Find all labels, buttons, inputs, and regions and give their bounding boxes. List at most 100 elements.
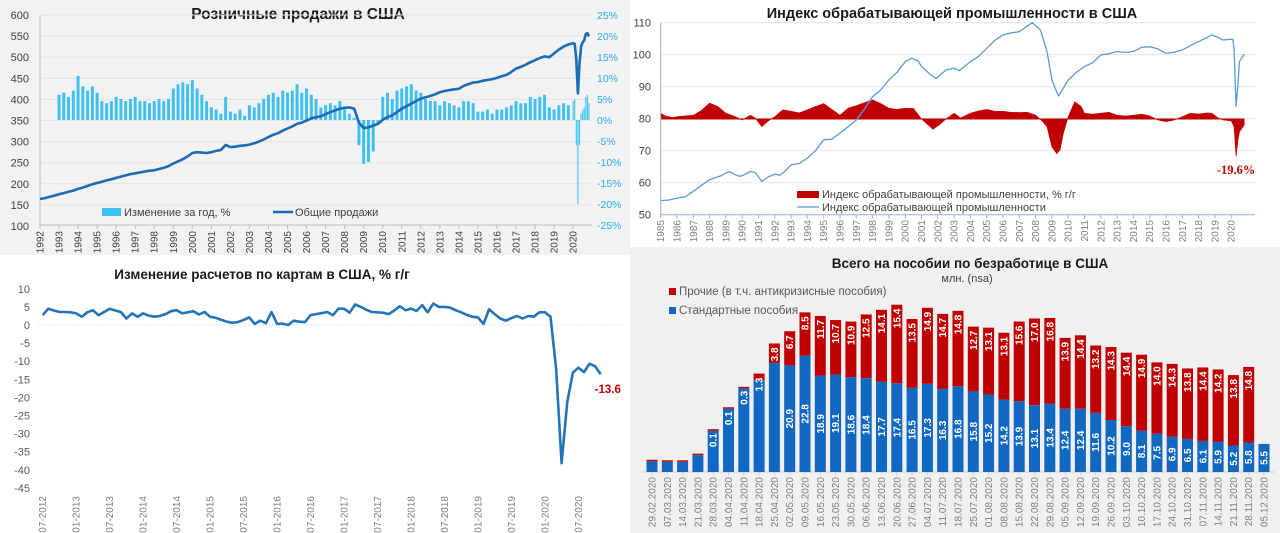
yoy-bar [495,109,499,120]
yoy-bar [352,117,356,120]
standard-benefits-label: 6.5 [1183,448,1194,462]
other-benefits-bar [1136,354,1148,431]
yoy-bar [100,101,104,120]
x-tick-label: 2012 [1096,220,1107,243]
x-tick-label: 2020 [1227,220,1238,243]
other-benefits-label: 13.9 [1061,341,1072,361]
yoy-bar [586,94,588,120]
yoy-bar [114,96,118,120]
x-tick-label: 07-2014 [172,496,183,533]
yoy-bar [148,103,151,120]
x-tick-label: 2009 [1047,220,1058,243]
x-tick-label: 01-2014 [139,496,150,533]
other-benefits-bar [692,453,704,456]
x-tick-label: 1994 [74,231,85,254]
yoy-bar [138,101,142,120]
yoy-bar [143,101,147,120]
yoy-bar [547,107,551,120]
yoy-bar [381,96,385,120]
x-tick-label: 2017 [512,231,523,254]
standard-benefits-bar [906,387,918,472]
y-left-tick-label: 50 [639,210,651,222]
other-benefits-label: 8.5 [801,316,812,330]
standard-benefits-bar [768,362,780,472]
standard-benefits-label: 20.9 [785,409,796,429]
x-tick-label: 2019 [550,231,561,254]
yoy-bar [247,105,251,120]
yoy-bar [333,105,337,120]
other-benefits-bar [1013,321,1025,402]
yoy-bar [557,105,561,120]
x-tick-label: 2002 [226,231,237,254]
x-tick-label: 1996 [836,220,847,243]
standard-benefits-bar [814,375,826,472]
x-tick-label: 2006 [302,231,313,254]
yoy-bar [543,94,547,120]
standard-benefits-bar [1090,412,1102,472]
yoy-bar [186,84,190,120]
x-tick-label: 2013 [1113,220,1124,243]
yoy-bar [572,101,574,120]
y-left-tick-label: 60 [639,178,651,190]
standard-benefits-bar [1105,419,1117,472]
y-tick-label: 0 [24,320,30,332]
x-tick-label: 14.11.2020 [1214,477,1225,527]
x-tick-label: 1990 [738,220,749,243]
yoy-bar [562,103,566,120]
other-benefits-bar [1074,335,1086,409]
yoy-bar [214,109,218,120]
standard-benefits-label: 12.4 [1076,430,1087,450]
x-tick-label: 08.08.2020 [999,477,1010,527]
other-benefits-label: 1.3 [755,377,766,391]
standard-benefits-label: 17.3 [923,418,934,438]
yoy-bar [57,94,61,120]
y-right-tick-label: 25% [597,10,618,22]
x-tick-label: 2014 [454,231,465,254]
standard-benefits-bar [1258,443,1270,472]
standard-benefits-label: 16.5 [908,420,919,440]
x-tick-label: 2008 [1031,220,1042,243]
y-right-tick-label: 10% [597,73,618,85]
other-benefits-label: 14.1 [877,313,888,333]
yoy-bar [433,101,437,120]
x-tick-label: 07-2013 [105,496,116,533]
standard-benefits-label: 17.4 [892,417,903,437]
x-tick-label: 2009 [359,231,370,254]
legend-swatch-yoy-bar [102,208,121,216]
standard-benefits-bar [830,374,842,472]
standard-benefits-label: 19.1 [831,413,842,433]
yoy-bar [462,101,466,120]
standard-benefits-bar [876,381,887,472]
x-tick-label: 2010 [1064,220,1075,243]
standard-benefits-label: 6.9 [1168,447,1179,461]
standard-benefits-bar [1120,426,1132,472]
legend-label-other-benefits: Прочие (в т.ч. антикризисные пособия) [679,286,887,298]
yoy-bar [466,101,470,120]
standard-benefits-label: 22.8 [801,404,812,424]
other-benefits-label: 14.4 [1122,356,1133,376]
y-left-tick-label: 200 [11,179,29,191]
x-tick-label: 2016 [1162,220,1173,243]
other-benefits-bar [723,407,734,409]
other-benefits-label: 14.8 [1244,371,1255,391]
standard-benefits-bar [1166,436,1178,472]
x-tick-label: 2000 [901,220,912,243]
legend-label-yoy: Индекс обрабатывающей промышленности, % … [822,189,1076,201]
yoy-bar [424,99,428,120]
x-tick-label: 2012 [416,231,427,254]
other-benefits-bar [661,460,673,462]
y-tick-label: -30 [14,429,30,441]
yoy-bar [276,96,280,120]
other-benefits-bar [738,386,750,389]
standard-benefits-bar [784,365,796,472]
x-tick-label: 01-2017 [340,496,351,533]
x-tick-label: 1986 [673,220,684,243]
other-benefits-bar [906,319,918,388]
yoy-bar [524,103,527,120]
other-benefits-label: 0.3 [739,390,750,404]
legend-swatch-standard-benefits [669,307,676,314]
card-payments-panel: Изменение расчетов по картам в США, % г/… [0,255,630,533]
x-tick-label: 2019 [1210,220,1221,243]
legend: Изменение за год, % Общие продажи [102,207,378,219]
x-tick-label: 2003 [245,231,256,254]
